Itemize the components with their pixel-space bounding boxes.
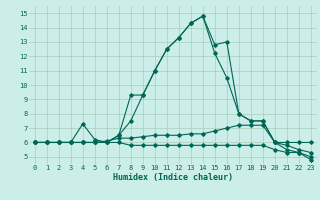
X-axis label: Humidex (Indice chaleur): Humidex (Indice chaleur) <box>113 173 233 182</box>
